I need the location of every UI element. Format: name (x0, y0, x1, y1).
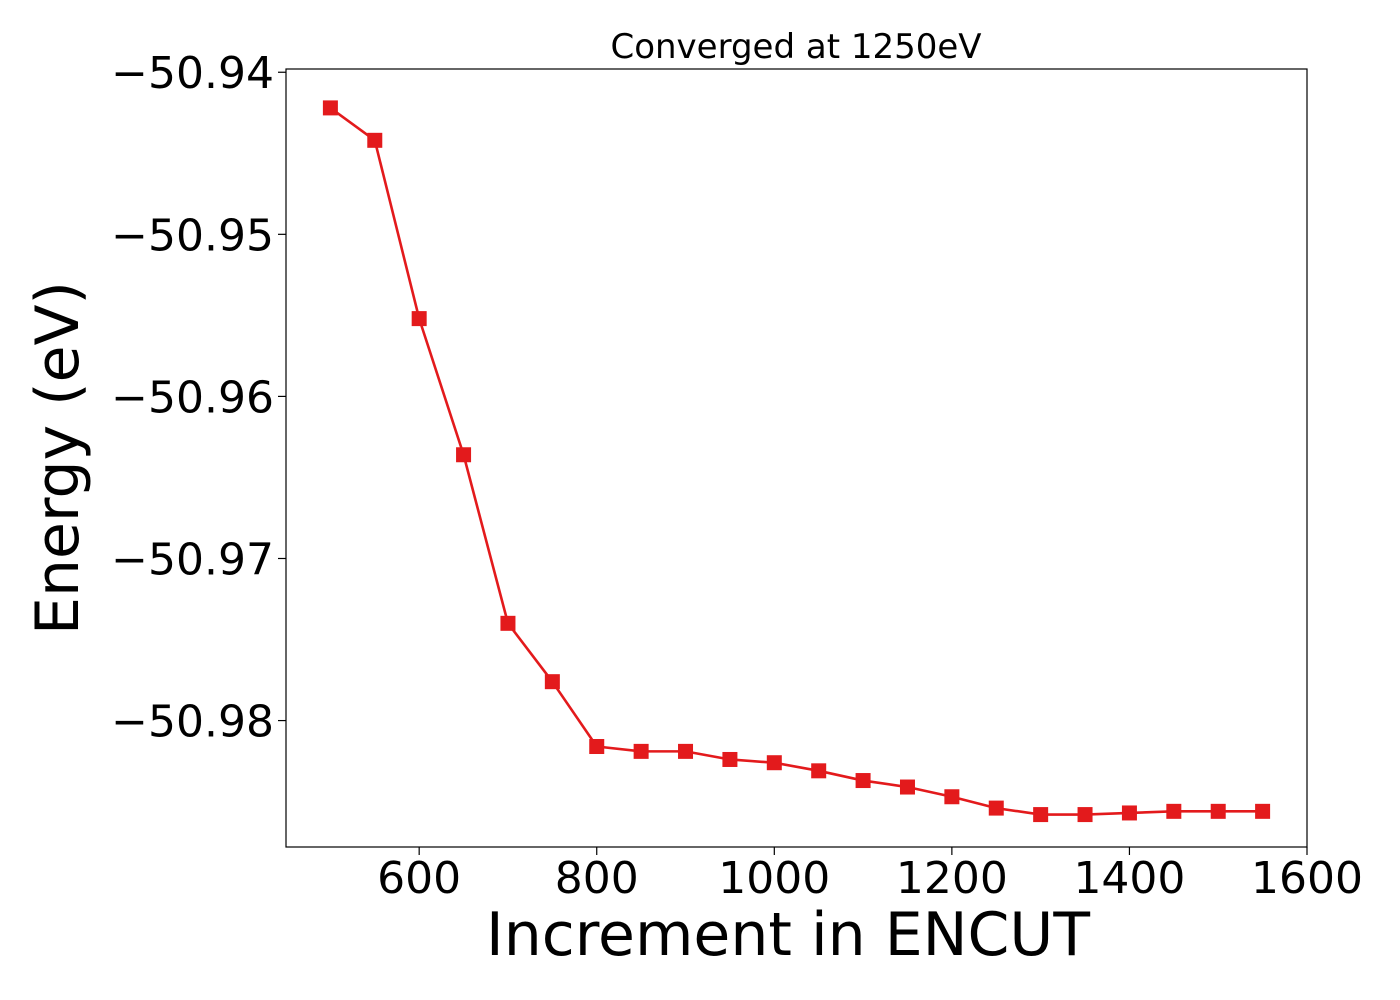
data-point-marker (944, 789, 960, 805)
y-tick-label: −50.95 (111, 210, 274, 261)
data-point-marker (500, 615, 516, 631)
chart-title: Converged at 1250eV (610, 27, 981, 67)
x-tick-label: 600 (377, 853, 461, 904)
data-point-marker (1033, 807, 1049, 823)
data-point-marker (633, 743, 649, 759)
data-point-marker (766, 755, 782, 771)
data-point-marker (589, 739, 605, 755)
x-axis-ticks: 600 800 1000 1200 1400 1600 (377, 847, 1363, 904)
x-tick-label: 1200 (896, 853, 1008, 904)
y-tick-label: −50.94 (111, 48, 274, 99)
data-point-marker (811, 763, 827, 779)
data-point-marker (1166, 803, 1182, 819)
y-tick-label: −50.97 (111, 534, 274, 585)
series-line (329, 106, 1263, 816)
data-point-marker (1121, 805, 1137, 821)
data-point-marker (899, 779, 915, 795)
data-point-marker (855, 773, 871, 789)
plot-area-frame (285, 68, 1308, 848)
x-tick-label: 1000 (718, 853, 830, 904)
data-point-marker (411, 311, 427, 327)
x-tick-label: 800 (555, 853, 639, 904)
series-layer (322, 100, 1271, 823)
x-axis-label: Increment in ENCUT (486, 900, 1090, 970)
data-point-marker (456, 447, 472, 463)
data-point-marker (1077, 807, 1093, 823)
y-tick-label: −50.98 (111, 697, 274, 748)
data-point-marker (322, 100, 338, 116)
y-tick-label: −50.96 (111, 372, 274, 423)
data-point-marker (367, 132, 383, 148)
x-tick-label: 1600 (1251, 853, 1363, 904)
x-tick-label: 1400 (1073, 853, 1185, 904)
y-axis-ticks: −50.94 −50.95 −50.96 −50.97 −50.98 (111, 48, 286, 748)
data-point-marker (544, 674, 560, 690)
data-point-marker (988, 800, 1004, 816)
data-point-marker (1210, 803, 1226, 819)
data-point-marker (722, 751, 738, 767)
data-point-marker (1255, 803, 1271, 819)
data-point-marker (678, 743, 694, 759)
y-axis-label: Energy (eV) (23, 281, 93, 635)
